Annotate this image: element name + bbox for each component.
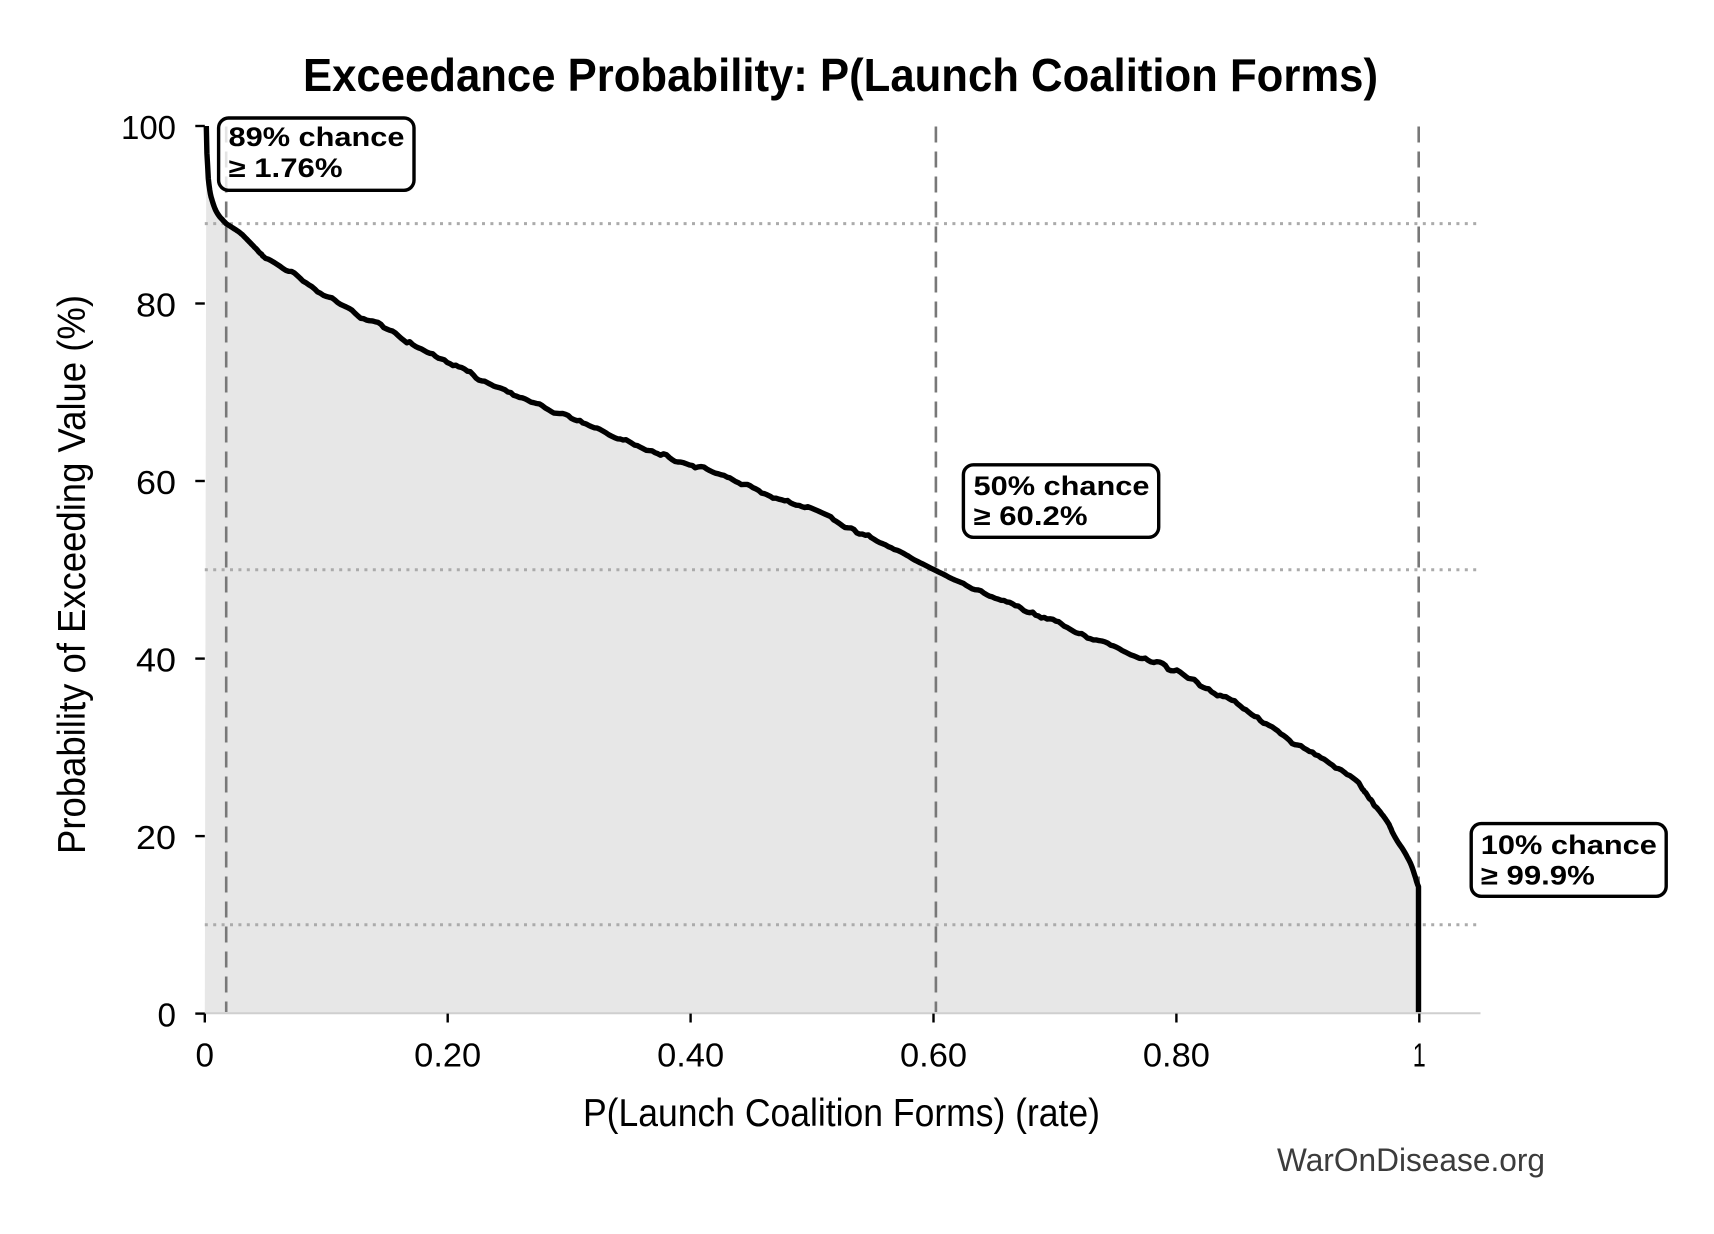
svg-text:Exceedance Probability: P(Laun: Exceedance Probability: P(Launch Coaliti…: [303, 49, 1378, 101]
svg-text:20: 20: [136, 819, 176, 856]
svg-text:P(Launch Coalition Forms) (rat: P(Launch Coalition Forms) (rate): [583, 1092, 1100, 1135]
svg-text:Probability of Exceeding Value: Probability of Exceeding Value (%): [51, 295, 94, 854]
svg-text:50% chance: 50% chance: [974, 471, 1150, 501]
svg-text:100: 100: [121, 109, 176, 146]
svg-text:≥ 1.76%: ≥ 1.76%: [229, 153, 343, 183]
svg-text:80: 80: [136, 287, 176, 324]
svg-text:0: 0: [196, 1037, 215, 1074]
svg-text:0.40: 0.40: [657, 1037, 724, 1074]
svg-text:0.80: 0.80: [1143, 1037, 1210, 1074]
svg-text:WarOnDisease.org: WarOnDisease.org: [1277, 1142, 1545, 1178]
svg-text:89% chance: 89% chance: [229, 122, 405, 152]
svg-text:0: 0: [158, 997, 177, 1034]
svg-text:40: 40: [136, 642, 176, 679]
svg-text:≥ 99.9%: ≥ 99.9%: [1481, 860, 1595, 890]
svg-text:≥ 60.2%: ≥ 60.2%: [974, 501, 1088, 531]
svg-text:0.60: 0.60: [900, 1037, 967, 1074]
svg-text:0.20: 0.20: [414, 1037, 481, 1074]
svg-text:10% chance: 10% chance: [1481, 830, 1657, 860]
svg-text:60: 60: [136, 464, 176, 501]
svg-text:1: 1: [1413, 1037, 1426, 1074]
